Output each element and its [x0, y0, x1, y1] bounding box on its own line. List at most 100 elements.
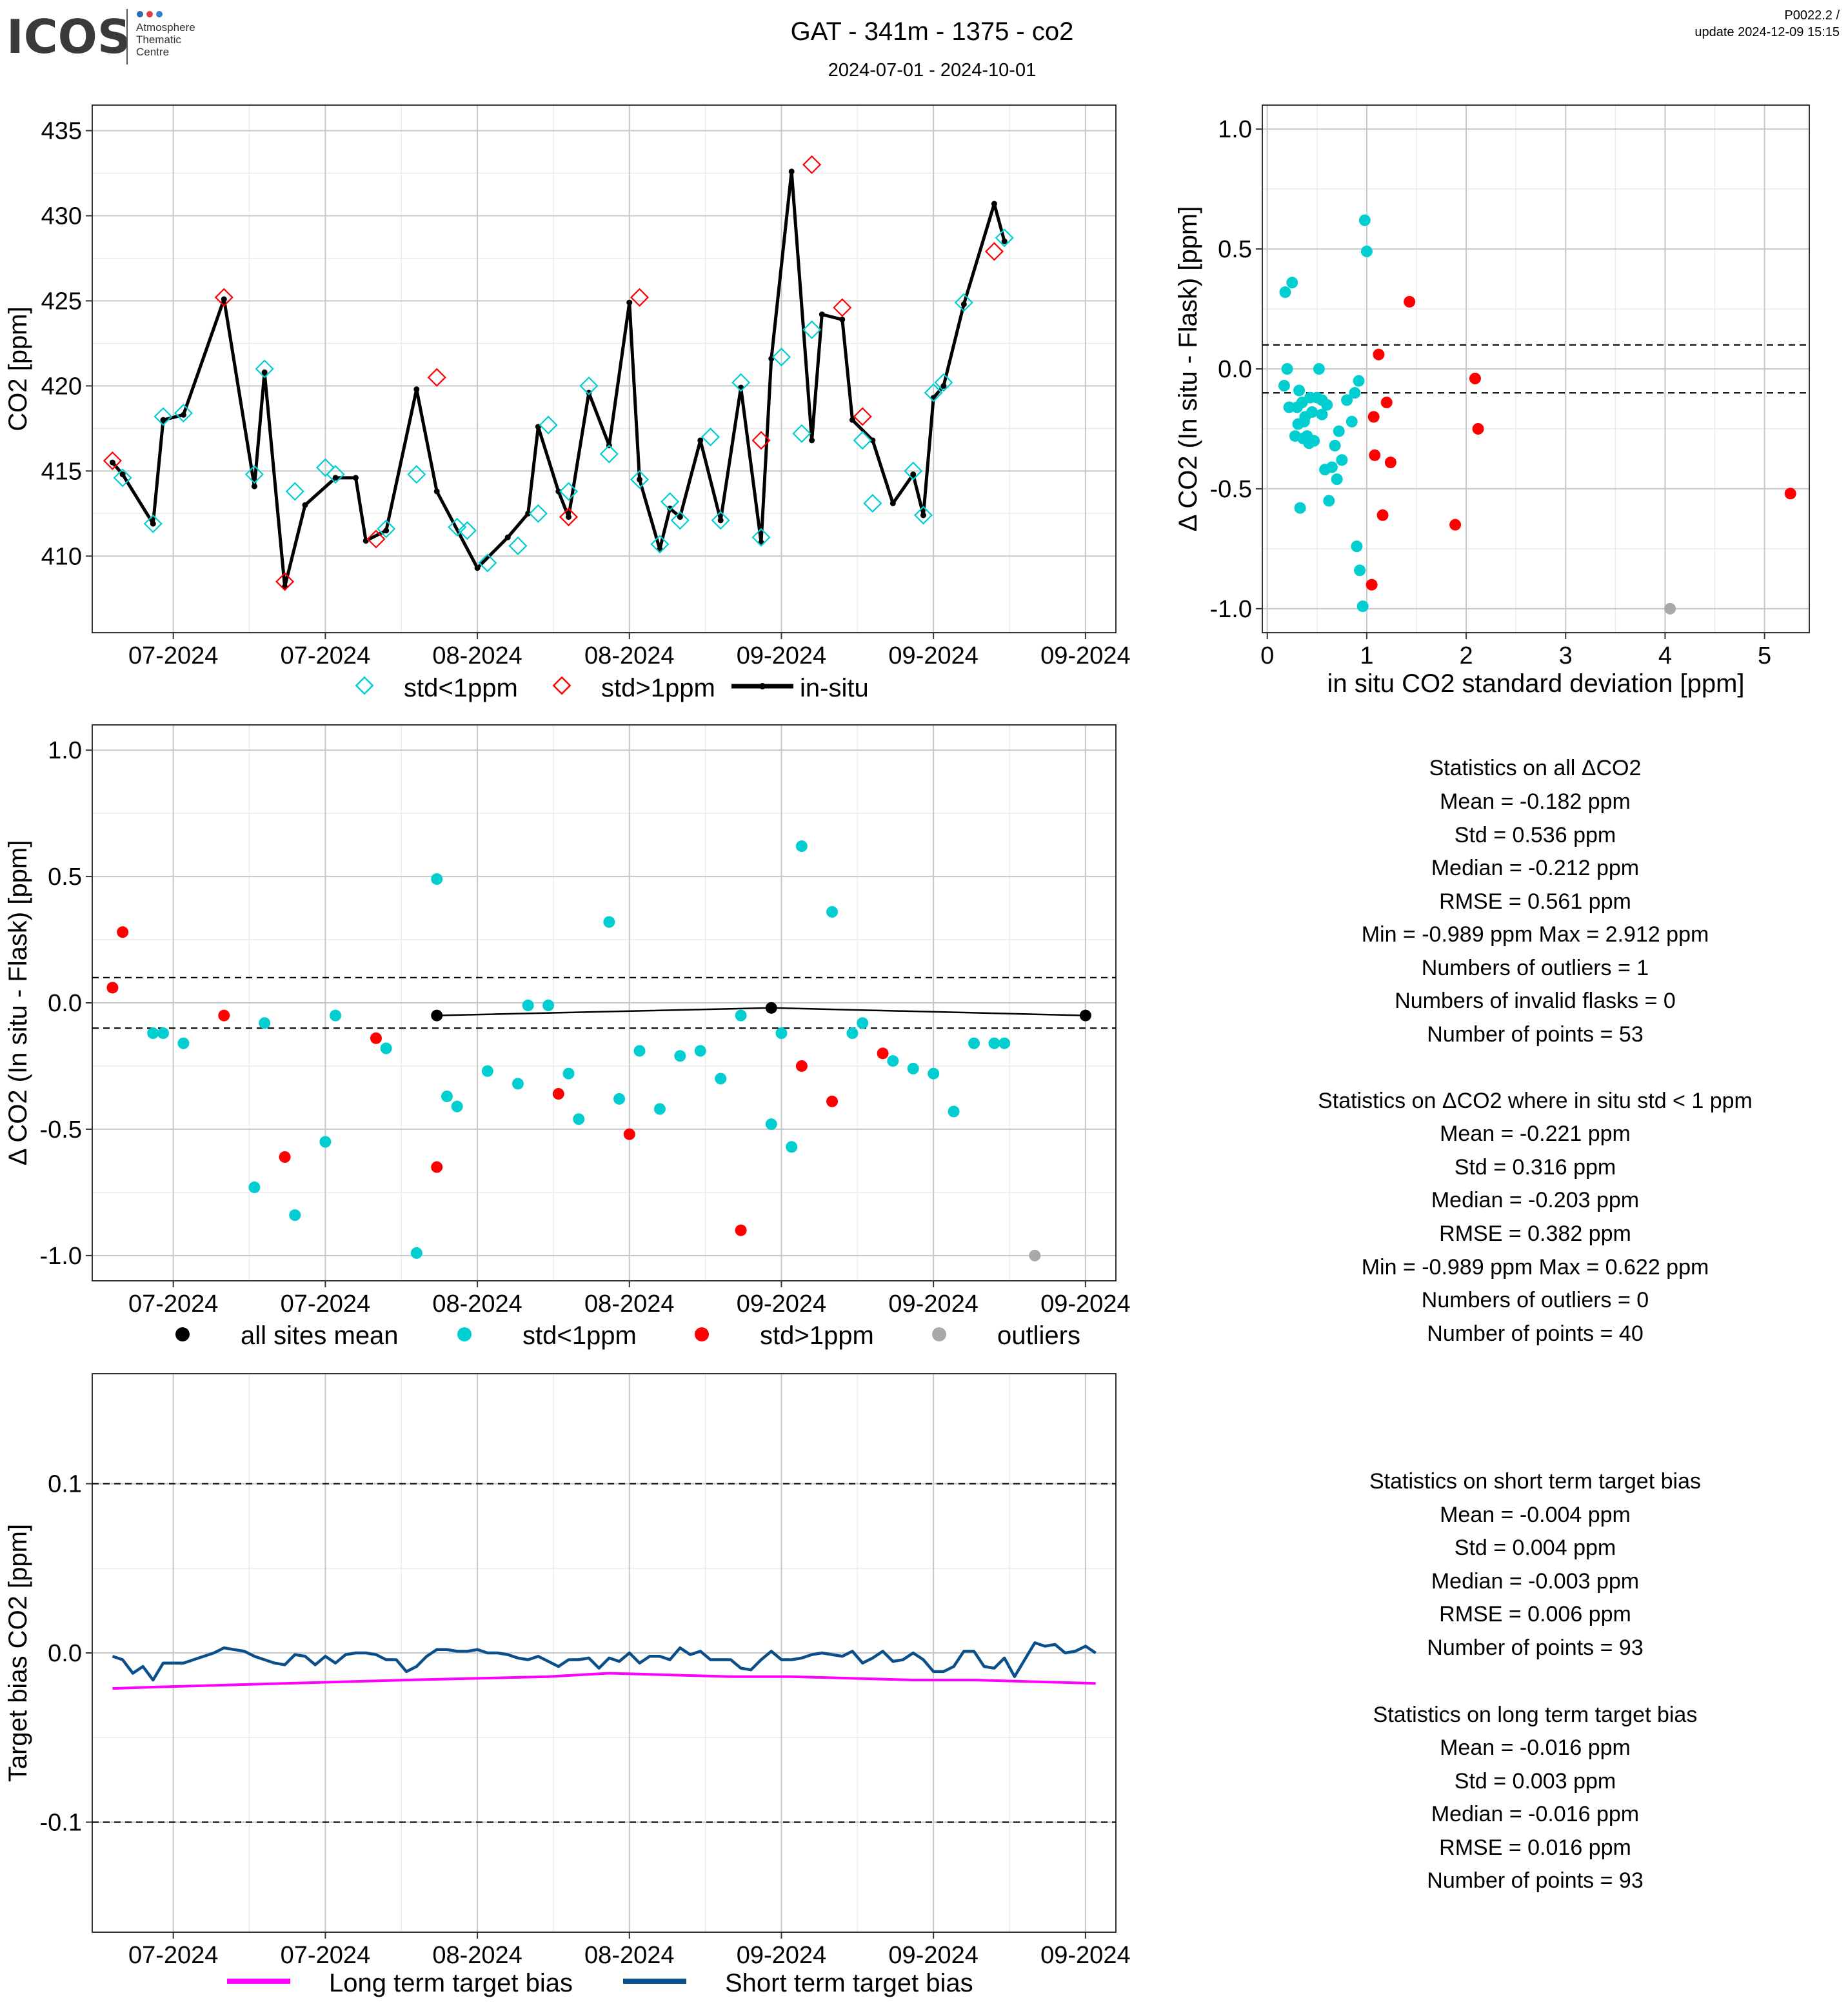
delta-std-lt-1-point [441, 1090, 453, 1102]
page-title: GAT - 341m - 1375 - co2 [791, 17, 1074, 46]
data-layer [1278, 214, 1796, 615]
legend-dot-red-icon [695, 1327, 709, 1341]
x-tick-label: 07-2024 [281, 642, 370, 669]
scatter-std-lt-1-point [1291, 401, 1303, 413]
stats-short-line: Std = 0.004 ppm [1455, 1536, 1616, 1560]
delta-std-lt-1-point [259, 1017, 271, 1029]
delta-std-lt-1-point [674, 1050, 686, 1062]
flask-std-lt-1-point [904, 461, 923, 480]
scatter-std-lt-1-point [1292, 418, 1304, 430]
scatter-std-lt-1-point [1316, 408, 1328, 420]
flask-std-lt-1-point [731, 373, 751, 392]
stats-all-line: Min = -0.989 ppm Max = 2.912 ppm [1362, 922, 1709, 947]
flask-std-lt-1-point [407, 465, 426, 484]
x-tick-label: 09-2024 [1040, 1290, 1130, 1318]
in-situ-point [180, 411, 186, 418]
flask-std-lt-1-point [599, 444, 619, 464]
delta-std-lt-1-point [562, 1067, 575, 1080]
scatter-std-lt-1-point [1323, 495, 1335, 507]
legend-delta-item-1: all sites mean [241, 1321, 399, 1350]
scatter-std-lt-1-point [1353, 375, 1365, 387]
flask-std-gt-1-point [984, 242, 1004, 261]
legend-dot-grey-icon [932, 1327, 946, 1341]
stats-long-line: RMSE = 0.016 ppm [1439, 1835, 1631, 1860]
flask-std-gt-1-point [214, 288, 233, 307]
flask-std-lt-1-point [113, 468, 132, 488]
delta-std-gt-1-point [218, 1009, 230, 1022]
scatter-std-lt-1-point [1278, 380, 1290, 392]
flask-std-lt-1-point [954, 293, 973, 312]
scatter-std-lt-1-point [1349, 387, 1361, 399]
delta-std-lt-1-point [319, 1136, 332, 1148]
flask-std-gt-1-point [275, 572, 295, 591]
y-tick-label: 0.0 [48, 990, 82, 1017]
delta-std-lt-1-point [431, 873, 443, 885]
in-situ-point [667, 505, 673, 511]
y-tick-label: -0.5 [1210, 476, 1252, 503]
y-tick-label: -0.1 [40, 1809, 82, 1836]
y-tick-label: 415 [41, 458, 82, 485]
flask-std-gt-1-point [630, 288, 650, 307]
delta-std-lt-1-point [694, 1045, 706, 1057]
scatter-std-gt-1-point [1366, 578, 1378, 591]
scatter-std-lt-1-point [1329, 439, 1341, 451]
scatter-std-lt-1-point [1313, 363, 1325, 375]
in-situ-point [788, 168, 795, 175]
flask-std-lt-1-point [670, 511, 690, 530]
flask-std-lt-1-point [315, 458, 335, 477]
target-bias-chart: 07-2024 07-2024 08-2024 08-2024 09-2024 09-20… [4, 1373, 1131, 1969]
data-layer [106, 840, 1091, 1261]
in-situ-point [677, 514, 683, 520]
stats-short-line: Mean = -0.004 ppm [1440, 1503, 1631, 1527]
stats-long-line: Median = -0.016 ppm [1431, 1802, 1639, 1826]
co2-timeseries-chart: 07-2024 07-2024 08-2024 08-2024 09-2024 09-20… [4, 104, 1131, 669]
in-situ-point [433, 488, 440, 495]
delta-std-lt-1-point [481, 1065, 493, 1077]
delta-std-gt-1-point [623, 1128, 635, 1140]
delta-std-lt-1-point [512, 1078, 524, 1090]
stats-std-lt-1: Statistics on ΔCO2 where in situ std < 1… [1318, 1089, 1753, 1346]
in-situ-point [383, 528, 390, 534]
delta-std-lt-1-point [857, 1017, 869, 1029]
in-situ-point [150, 520, 156, 527]
y-tick-label: 0.0 [48, 1640, 82, 1667]
stats-short-line: Median = -0.003 ppm [1431, 1569, 1639, 1594]
flask-std-lt-1-point [771, 347, 791, 367]
flask-std-lt-1-point [508, 536, 528, 555]
y-tick-label: -1.0 [40, 1243, 82, 1270]
delta-std-lt-1-point [928, 1067, 940, 1080]
in-situ-point [809, 437, 815, 444]
data-layer [103, 155, 1014, 591]
scatter-std-lt-1-point [1279, 286, 1291, 299]
y-tick-label: 0.5 [48, 864, 82, 891]
y-tick-label: 425 [41, 288, 82, 315]
flask-std-lt-1-point [711, 511, 730, 530]
x-tick-label: 5 [1758, 642, 1771, 669]
scatter-std-gt-1-point [1373, 348, 1385, 361]
scatter-std-lt-1-point [1333, 425, 1345, 437]
scatter-outlier-point [1664, 602, 1676, 615]
legend-co2-item-3: in-situ [800, 674, 869, 702]
in-situ-point [819, 311, 825, 318]
flask-std-lt-1-point [863, 493, 882, 513]
delta-std-lt-1-point [786, 1141, 798, 1153]
stats-std-line: Median = -0.203 ppm [1431, 1188, 1639, 1212]
y-axis-label: CO2 [ppm] [4, 306, 32, 431]
in-situ-point [940, 382, 947, 389]
delta-std-lt-1-point [451, 1100, 463, 1112]
x-tick-label: 08-2024 [432, 642, 522, 669]
legend-dot-cyan-icon [457, 1327, 472, 1341]
delta-std-lt-1-point [573, 1113, 585, 1125]
in-situ-point [332, 475, 339, 481]
flask-std-lt-1-point [751, 528, 771, 547]
scatter-std-lt-1-point [1331, 473, 1343, 486]
logo-sub-3: Centre [136, 46, 169, 58]
scatter-std-lt-1-point [1286, 277, 1298, 289]
flask-std-lt-1-point [244, 465, 264, 484]
delta-std-lt-1-point [177, 1037, 190, 1049]
flask-std-lt-1-point [579, 376, 599, 395]
x-tick-label: 2 [1460, 642, 1473, 669]
plot-frame [92, 1373, 1117, 1933]
flask-std-gt-1-point [853, 407, 872, 426]
x-tick-label: 09-2024 [1040, 642, 1130, 669]
